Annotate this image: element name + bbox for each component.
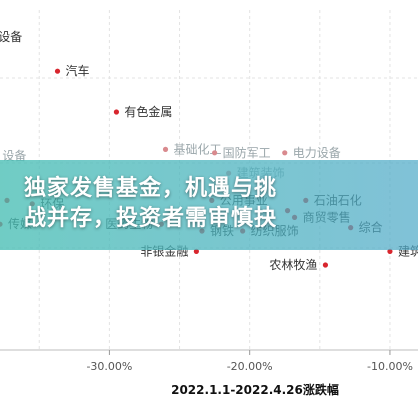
point-label: 设备	[0, 30, 22, 44]
data-point	[193, 248, 199, 254]
headline-line-2: 战并存，投资者需审慎抉	[24, 206, 278, 231]
x-tick-label: -30.00%	[86, 360, 132, 373]
data-point	[212, 150, 218, 156]
data-point	[113, 109, 120, 115]
point-label: 设备	[2, 149, 26, 163]
headline-banner: 独家发售基金，机遇与挑 战并存，投资者需审慎抉	[0, 160, 418, 250]
data-point	[322, 262, 329, 268]
point-label: 国防军工	[223, 145, 271, 160]
headline-line-1: 独家发售基金，机遇与挑	[24, 176, 278, 201]
x-tick-label: -20.00%	[227, 360, 273, 373]
point-label: 基础化工	[174, 142, 222, 156]
point-label: 电力设备	[293, 146, 341, 160]
data-point	[387, 248, 393, 254]
data-point	[282, 150, 288, 156]
data-point	[54, 68, 61, 74]
point-label: 汽车	[66, 63, 90, 78]
x-axis-caption: 2022.1.1-2022.4.26涨跌幅	[171, 382, 339, 397]
x-tick-label: -10.00%	[367, 360, 413, 373]
x-axis: -30.00% -20.00% -10.00%	[0, 349, 418, 373]
point-label: 有色金属	[124, 104, 172, 119]
data-point	[162, 146, 169, 152]
point-label: 农林牧渔	[269, 258, 317, 272]
